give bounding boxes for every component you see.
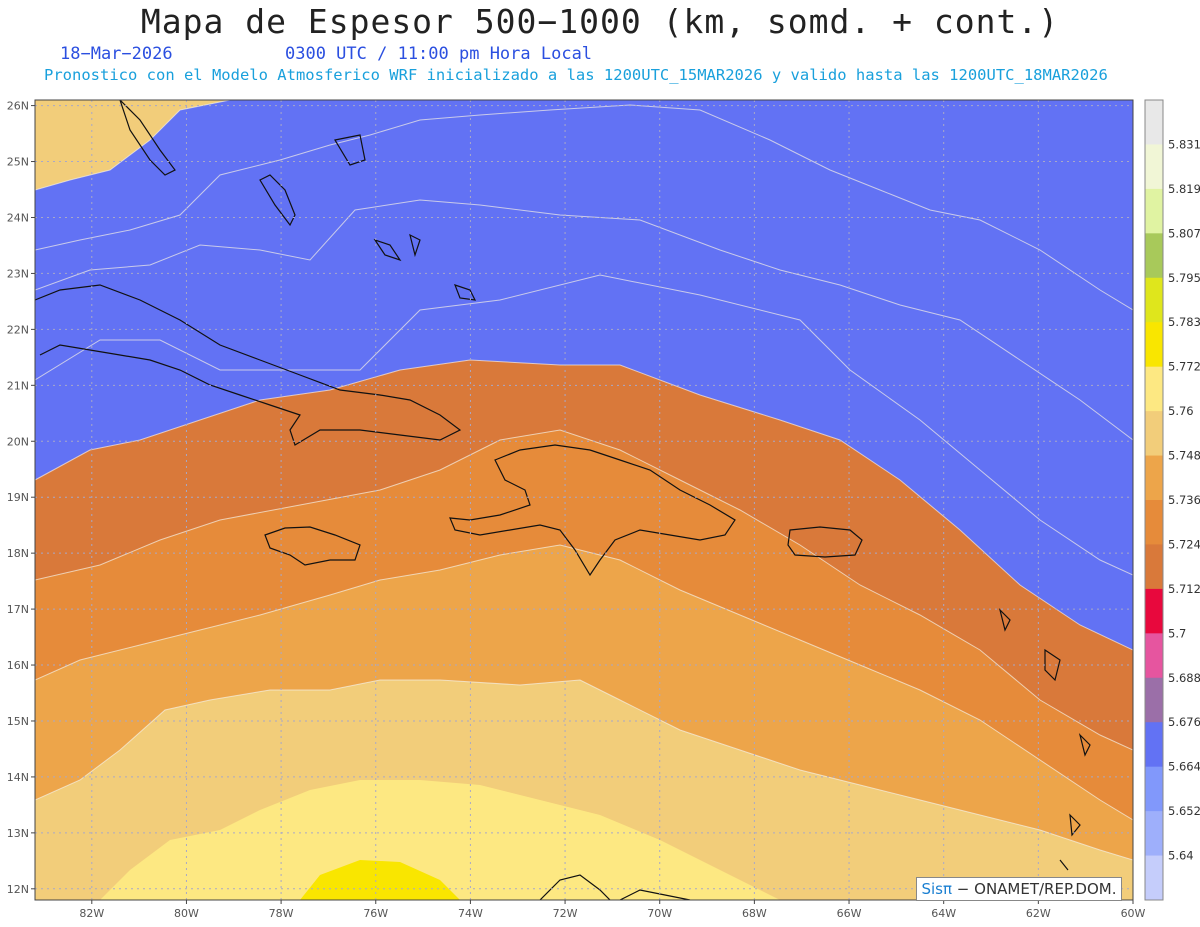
colorbar-swatch [1145, 855, 1163, 901]
lon-tick-label: 82W [79, 907, 104, 920]
lat-tick-label: 17N [7, 603, 29, 616]
lat-tick-label: 23N [7, 267, 29, 280]
lat-tick-label: 24N [7, 211, 29, 224]
lat-tick-label: 19N [7, 491, 29, 504]
colorbar-swatch [1145, 722, 1163, 768]
grid-lines [35, 100, 1134, 900]
hispaniola-coast [449, 444, 736, 577]
colorbar-swatch [1145, 322, 1163, 368]
lat-tick-label: 15N [7, 715, 29, 728]
lat-tick-label: 20N [7, 435, 29, 448]
lat-tick-label: 22N [7, 323, 29, 336]
colorbar-swatch [1145, 233, 1163, 279]
lon-tick-label: 62W [1026, 907, 1051, 920]
lon-tick-label: 80W [174, 907, 199, 920]
lat-tick-label: 18N [7, 547, 29, 560]
colorbar-label: 5.676 [1168, 715, 1200, 729]
colorbar-label: 5.736 [1168, 493, 1200, 507]
thickness-bands [35, 100, 1133, 900]
colorbar-label: 5.64 [1168, 849, 1194, 863]
cuba-coast [35, 284, 462, 446]
lat-tick-label: 13N [7, 827, 29, 840]
lon-tick-label: 74W [458, 907, 483, 920]
colorbar-label: 5.664 [1168, 760, 1200, 774]
colorbar-swatch [1145, 633, 1163, 679]
forecast-note: Pronostico con el Modelo Atmosferico WRF… [44, 66, 1108, 84]
colorbar-label: 5.807 [1168, 226, 1200, 240]
lon-tick-label: 72W [553, 907, 578, 920]
lon-tick-label: 60W [1121, 907, 1146, 920]
map-frame [34, 99, 1134, 901]
colorbar-label: 5.724 [1168, 537, 1200, 551]
contour-lines [35, 100, 1133, 861]
credit-org: − ONAMET/REP.DOM. [952, 880, 1117, 898]
colorbar-swatch [1145, 144, 1163, 190]
sispi-logo: Sisπ [921, 880, 953, 898]
colorbar-swatch [1145, 544, 1163, 590]
colorbar-swatch [1145, 366, 1163, 412]
band-5.772 [300, 860, 460, 900]
lon-tick-label: 76W [363, 907, 388, 920]
lat-tick-label: 25N [7, 156, 29, 169]
colorbar-label: 5.712 [1168, 582, 1200, 596]
puerto-rico-coast [787, 526, 863, 558]
jamaica-coast [264, 526, 361, 566]
lat-tick-label: 12N [7, 883, 29, 896]
colorbar-swatch [1145, 588, 1163, 634]
coastlines [35, 100, 1091, 900]
lon-tick-label: 78W [269, 907, 294, 920]
lat-tick-label: 21N [7, 379, 29, 392]
colorbar-swatch [1145, 277, 1163, 323]
colorbar-label: 5.819 [1168, 182, 1200, 196]
lon-tick-label: 64W [931, 907, 956, 920]
bahamas-coast [119, 100, 477, 301]
colorbar-label: 5.76 [1168, 404, 1194, 418]
lat-tick-label: 14N [7, 771, 29, 784]
colorbar-frame [1144, 99, 1164, 901]
colorbar-swatch [1145, 455, 1163, 501]
colorbar-swatch [1145, 500, 1163, 545]
colorbar-label: 5.652 [1168, 804, 1200, 818]
latitude-labels: 12N 13N 14N 15N 16N 17N 18N 19N 20N 21N 22N 23N 24N 2… [7, 100, 35, 896]
colorbar-label: 5.748 [1168, 449, 1200, 463]
south-america-coast [539, 874, 691, 900]
colorbar-swatch [1145, 188, 1163, 234]
colorbar-swatch [1145, 766, 1163, 812]
valid-time: 0300 UTC / 11:00 pm Hora Local [285, 44, 593, 64]
longitude-labels: 82W 80W 78W 76W 74W 72W 70W 68W 66W 64W 62W 60W [79, 900, 1146, 920]
colorbar-label: 5.783 [1168, 315, 1200, 329]
lat-tick-label: 26N [7, 100, 29, 113]
colorbar-swatch [1145, 811, 1163, 857]
colorbar-label: 5.795 [1168, 271, 1200, 285]
map-title: Mapa de Espesor 500−1000 (km, somd. + co… [140, 2, 1060, 41]
credit-box: Sisπ − ONAMET/REP.DOM. [916, 877, 1122, 901]
band-5.76 [100, 780, 780, 900]
colorbar-swatch [1145, 677, 1163, 723]
lesser-antilles-coast [998, 608, 1091, 871]
colorbar-swatch [1145, 411, 1163, 457]
colorbar-label: 5.772 [1168, 360, 1200, 374]
colorbar-label: 5.831 [1168, 137, 1200, 151]
lon-tick-label: 70W [647, 907, 672, 920]
lat-tick-label: 16N [7, 659, 29, 672]
colorbar-label: 5.7 [1168, 626, 1186, 640]
valid-date: 18−Mar−2026 [60, 44, 173, 64]
lon-tick-label: 68W [742, 907, 767, 920]
colorbar-swatch [1145, 100, 1163, 145]
lon-tick-label: 66W [837, 907, 862, 920]
colorbar-label: 5.688 [1168, 671, 1200, 685]
colorbar: 5.64 5.652 5.664 5.676 5.688 5.7 5.712 5.724 5.7… [1144, 99, 1200, 901]
